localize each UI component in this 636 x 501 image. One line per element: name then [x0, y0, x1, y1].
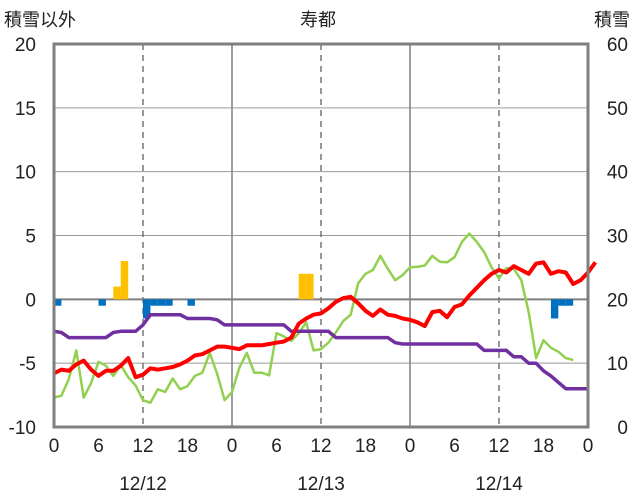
x-tick-label: 6: [271, 436, 282, 457]
x-tick-label: 18: [533, 436, 554, 457]
x-tick-label: 12: [488, 436, 509, 457]
plot-frame: [52, 42, 590, 429]
negative-bar: [565, 299, 574, 306]
negative-bar: [165, 299, 173, 306]
snow_depth-line: [53, 232, 574, 404]
series-lines: [53, 232, 598, 404]
x-tick-label: 12: [132, 436, 153, 457]
x-tick-label: 18: [355, 436, 376, 457]
x-tick-label: 0: [405, 436, 416, 457]
chart-title: 寿都: [300, 10, 336, 30]
left-axis-label: 積雪以外: [4, 10, 76, 30]
date-label: 12/13: [297, 474, 345, 495]
x-tick-labels: 0 6 12 18 0 6 12 18 0 6 12 18 0: [49, 436, 594, 457]
left-y-tick-labels: 20 15 10 5 0 -5 -10: [9, 35, 36, 439]
bars-group: [54, 261, 574, 319]
negative-bar: [98, 299, 106, 306]
right-axis-label: 積雪: [594, 10, 630, 30]
date-label: 12/14: [475, 474, 523, 495]
right-y-tick-label: 30: [607, 227, 628, 248]
x-tick-label: 6: [93, 436, 104, 457]
x-tick-label: 0: [583, 436, 594, 457]
right-y-tick-labels: 60 50 40 30 20 10 0: [607, 35, 628, 439]
snowfall-bar: [113, 286, 121, 300]
right-y-tick-label: 20: [607, 290, 628, 311]
negative-bar: [150, 299, 158, 306]
right-y-tick-label: 40: [607, 163, 628, 184]
x-tick-label: 18: [177, 436, 198, 457]
left-y-tick-label: 15: [15, 99, 36, 120]
date-label: 12/12: [119, 474, 167, 495]
negative-bar: [558, 299, 566, 306]
negative-bar: [187, 299, 195, 306]
left-y-tick-label: 5: [25, 227, 36, 248]
right-y-tick-label: 0: [617, 418, 628, 439]
x-tick-label: 0: [227, 436, 238, 457]
snowfall-bar: [120, 261, 129, 300]
negative-bar: [143, 299, 151, 319]
x-tick-label: 6: [449, 436, 460, 457]
dew_or_min-line: [53, 312, 588, 391]
left-y-tick-label: -10: [9, 418, 36, 439]
x-tick-label: 0: [49, 436, 60, 457]
negative-bar: [157, 299, 166, 306]
right-y-tick-label: 50: [607, 99, 628, 120]
left-y-tick-label: 0: [25, 290, 36, 311]
right-y-tick-label: 60: [607, 35, 628, 56]
snowfall-bar: [298, 273, 307, 300]
date-labels: 12/12 12/13 12/14: [119, 474, 523, 495]
snowfall-bar: [306, 273, 314, 300]
left-y-tick-label: 10: [15, 163, 36, 184]
grid: [54, 44, 588, 427]
left-y-tick-label: 20: [15, 35, 36, 56]
temperature-line: [53, 260, 598, 380]
negative-bar: [54, 299, 62, 306]
left-y-tick-label: -5: [19, 354, 36, 375]
right-y-tick-label: 10: [607, 354, 628, 375]
negative-bar: [550, 299, 559, 319]
x-tick-label: 12: [310, 436, 331, 457]
